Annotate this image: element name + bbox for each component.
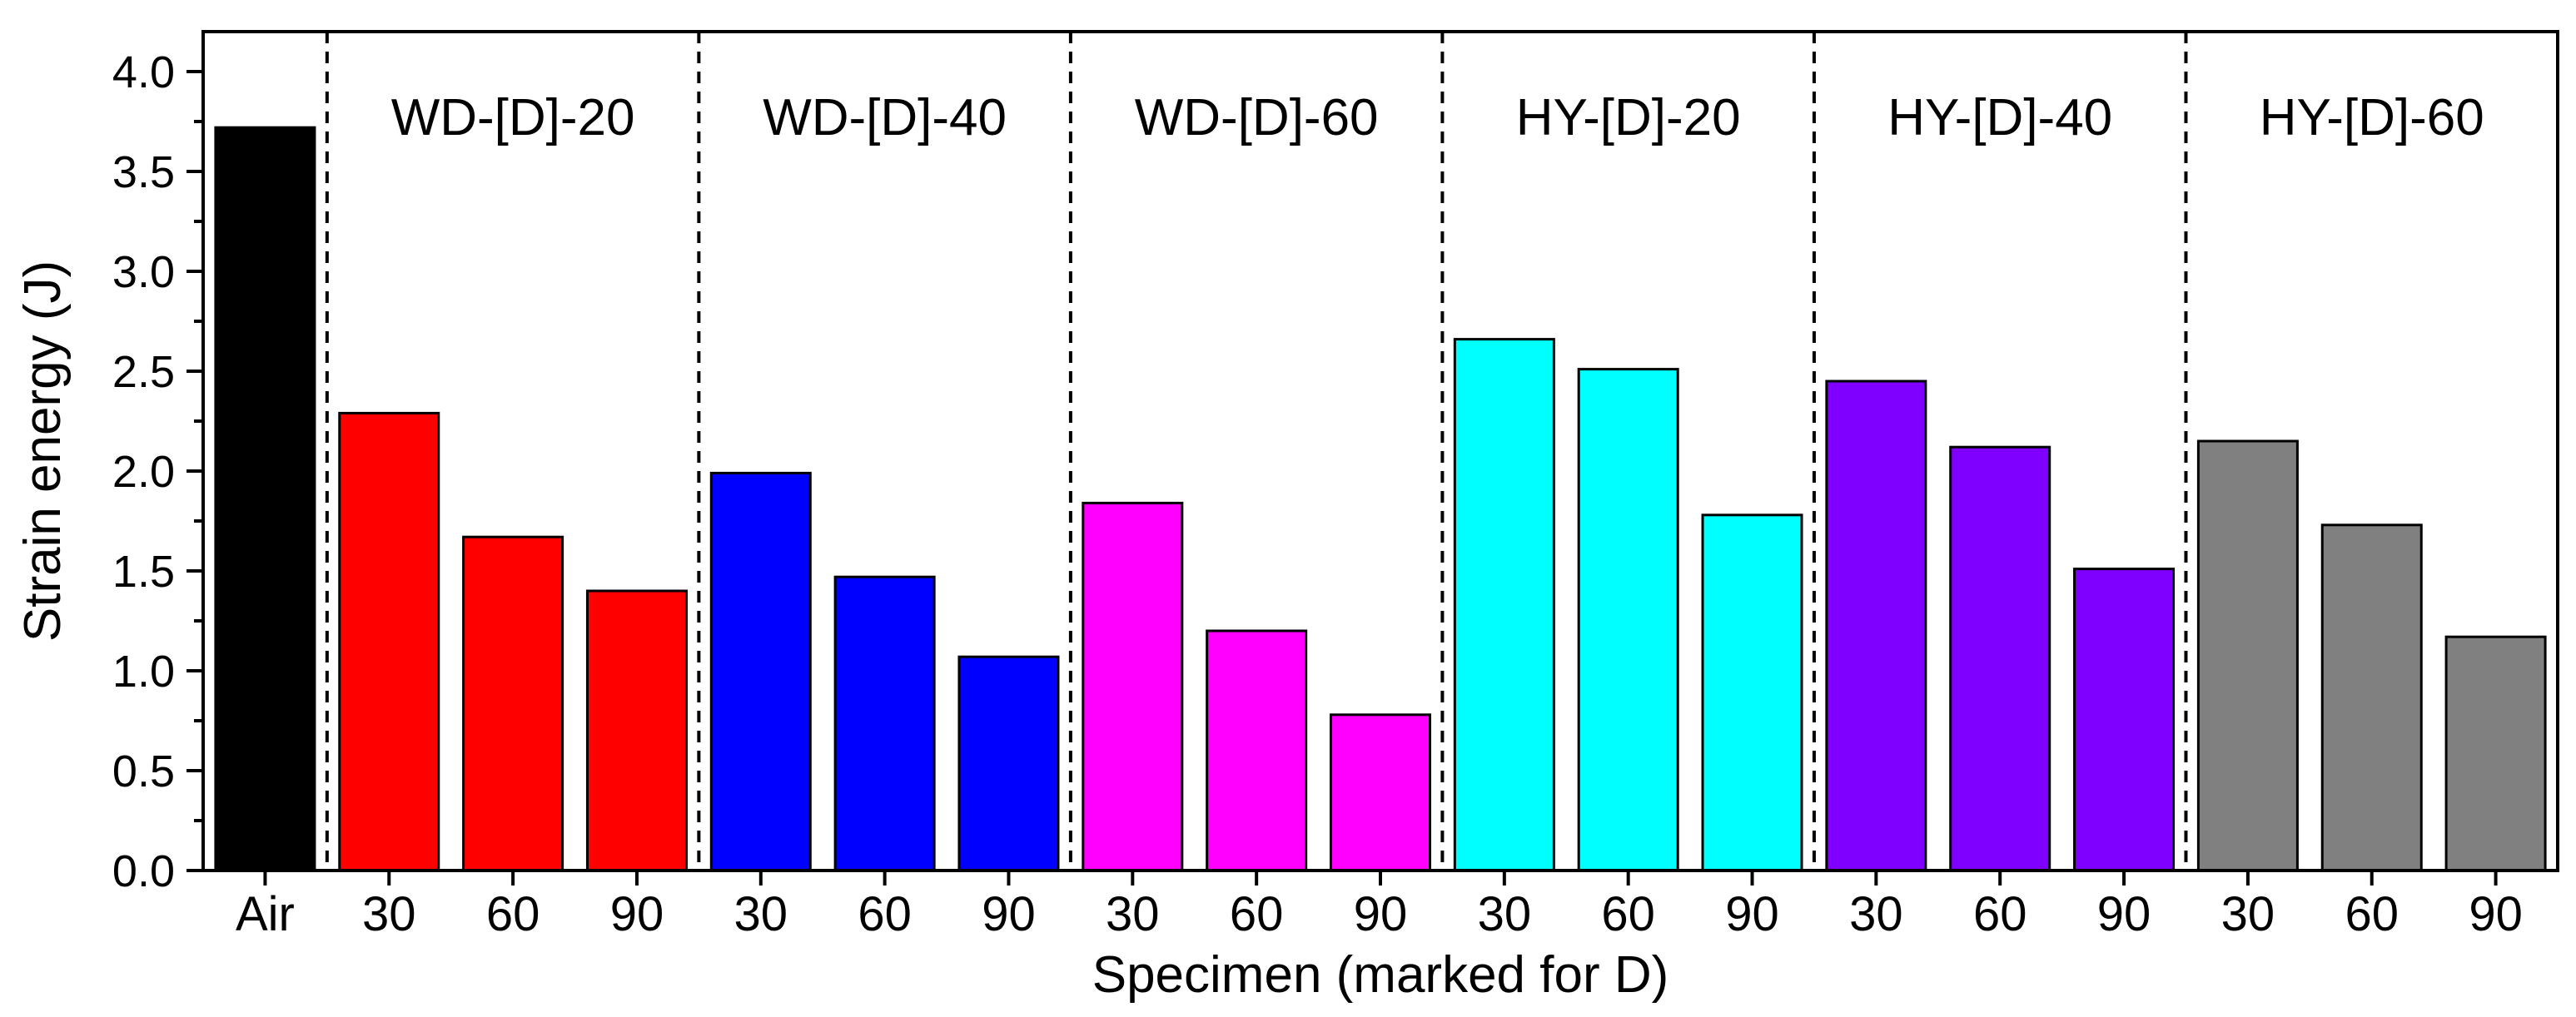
x-tick-label: 90 xyxy=(2097,887,2151,941)
plot-frame xyxy=(201,30,2559,872)
x-tick-label: 30 xyxy=(1106,887,1160,941)
y-tick-label: 4.0 xyxy=(112,47,175,97)
y-tick-label: 2.5 xyxy=(112,347,175,397)
bar xyxy=(585,589,688,872)
x-tick-label: 60 xyxy=(2345,887,2399,941)
bar xyxy=(709,471,812,872)
bar xyxy=(1453,338,1555,872)
bar xyxy=(2444,635,2547,872)
bar xyxy=(1701,513,1803,872)
x-tick-label: 90 xyxy=(1725,887,1779,941)
bar xyxy=(1949,445,2051,872)
x-tick-label: 60 xyxy=(1601,887,1655,941)
x-tick-label: 90 xyxy=(1354,887,1408,941)
x-tick-label: 30 xyxy=(1478,887,1532,941)
x-tick-label: 60 xyxy=(1973,887,2027,941)
bar xyxy=(2073,568,2176,872)
x-tick-label: 90 xyxy=(982,887,1036,941)
x-tick-label: Air xyxy=(236,887,295,941)
x-tick-label: 90 xyxy=(610,887,664,941)
x-tick-label: 30 xyxy=(1849,887,1903,941)
x-tick-label: 60 xyxy=(486,887,540,941)
x-tick-label: 30 xyxy=(2221,887,2275,941)
group-label: HY-[D]-40 xyxy=(1887,89,2112,146)
y-tick-label: 2.0 xyxy=(112,447,175,497)
y-tick-label: 1.5 xyxy=(112,547,175,597)
x-tick-label: 30 xyxy=(734,887,788,941)
bar xyxy=(1082,501,1184,872)
x-tick-label: 60 xyxy=(858,887,912,941)
bar xyxy=(1577,368,1679,872)
x-tick-label: 90 xyxy=(2469,887,2523,941)
bar xyxy=(214,126,316,872)
group-label: WD-[D]-40 xyxy=(763,89,1007,146)
x-tick-label: 30 xyxy=(362,887,416,941)
bars-layer xyxy=(214,126,2547,872)
bar xyxy=(833,575,936,872)
bar xyxy=(2196,439,2299,872)
group-labels: WD-[D]-20 WD-[D]-40 WD-[D]-60 HY-[D]-20 HY-[… xyxy=(391,89,2484,146)
group-label: WD-[D]-20 xyxy=(391,89,635,146)
x-axis: Air 30 60 90 30 60 90 30 60 90 30 60 90 30 60 90 30 60 90 xyxy=(236,871,2523,941)
group-label: WD-[D]-60 xyxy=(1135,89,1379,146)
y-tick-label: 3.5 xyxy=(112,147,175,197)
bar xyxy=(1825,380,1927,872)
y-tick-label: 3.0 xyxy=(112,247,175,297)
y-axis: 0.0 0.5 1.0 1.5 2.0 2.5 3.0 3.5 4.0 xyxy=(112,47,203,896)
bar xyxy=(338,411,440,872)
bar xyxy=(462,535,564,872)
y-axis-title: Strain energy (J) xyxy=(14,260,72,642)
bar xyxy=(957,655,1060,872)
bar xyxy=(2320,523,2423,872)
y-tick-label: 0.5 xyxy=(112,747,175,796)
x-axis-title: Specimen (marked for D) xyxy=(1092,946,1669,1004)
group-dividers xyxy=(325,32,2188,871)
group-label: HY-[D]-60 xyxy=(2260,89,2484,146)
y-tick-label: 0.0 xyxy=(112,846,175,896)
group-label: HY-[D]-20 xyxy=(1516,89,1741,146)
x-tick-label: 60 xyxy=(1230,887,1284,941)
bar xyxy=(1330,713,1431,872)
y-tick-label: 1.0 xyxy=(112,647,175,697)
bar xyxy=(1206,629,1308,872)
